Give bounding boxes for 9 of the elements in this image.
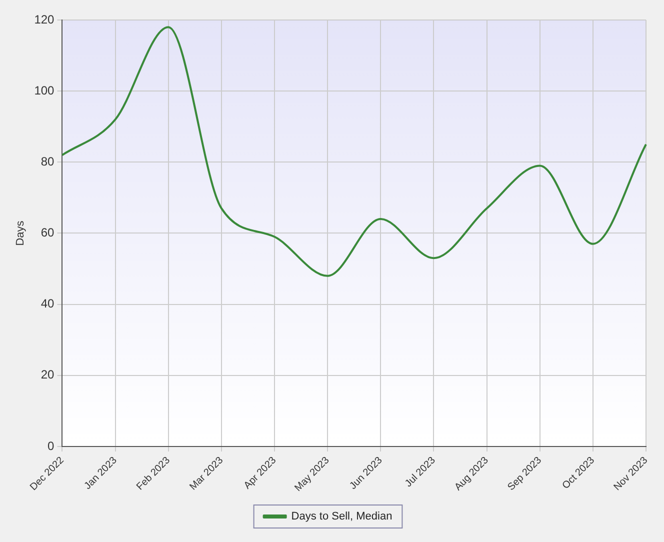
y-tick-label: 40 <box>40 296 55 311</box>
y-axis-title: Days <box>14 220 27 246</box>
y-tick-label: 60 <box>40 226 55 240</box>
legend-label: Days to Sell, Median <box>291 510 392 523</box>
y-tick-label: 120 <box>34 12 55 26</box>
y-tick-label: 100 <box>34 83 55 98</box>
y-tick-label: 0 <box>48 438 55 453</box>
y-tick-label: 20 <box>40 368 55 382</box>
y-tick-label: 80 <box>40 154 55 168</box>
